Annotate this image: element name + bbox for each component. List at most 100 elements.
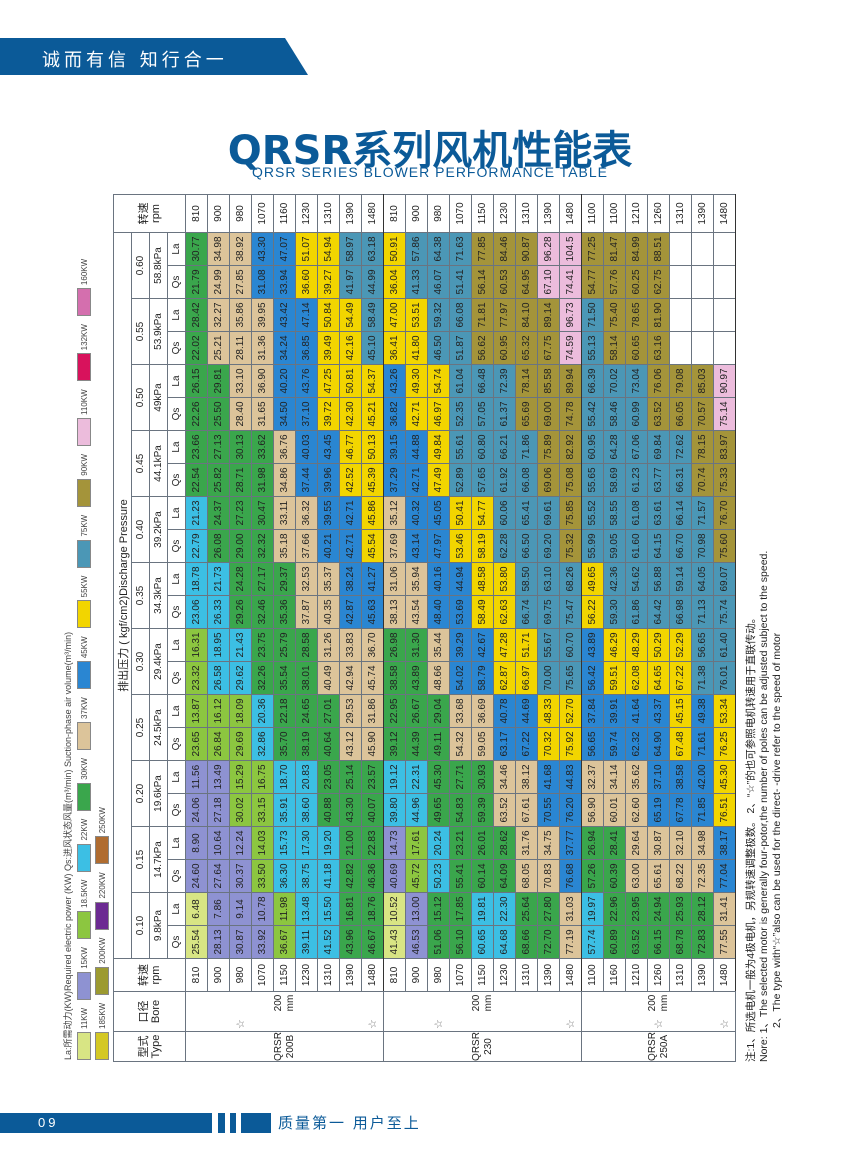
la-cell: 35.44: [427, 628, 450, 662]
qs-cell: 66.05: [669, 397, 692, 431]
la-cell: 14.03: [251, 826, 274, 860]
qs-cell: 26.33: [207, 595, 230, 629]
la-cell: 39.91: [603, 694, 626, 728]
qs-cell: 67.75: [537, 331, 560, 365]
qs-cell: 71.38: [691, 661, 714, 695]
star-slot: [384, 992, 406, 1031]
qs-cell: 75.14: [713, 397, 736, 431]
qs-cell: 63.52: [647, 397, 670, 431]
header-qs: Qs: [167, 463, 186, 497]
la-cell: 78.14: [515, 364, 538, 398]
la-cell: 15.50: [317, 892, 340, 926]
la-cell: 42.67: [471, 628, 494, 662]
qs-cell: 75.60: [713, 529, 736, 563]
la-cell: 89.94: [559, 364, 582, 398]
la-cell: 11.56: [185, 760, 208, 794]
qs-cell: 56.14: [471, 265, 494, 299]
qs-cell: 62.75: [647, 265, 670, 299]
qs-cell: 57.26: [581, 859, 604, 893]
pressure-kpa: 29.4kPa: [149, 628, 168, 695]
rpm-cell: 1150: [273, 958, 296, 992]
header-bore: 口径 Bore: [113, 991, 186, 1032]
la-cell: 39.95: [251, 298, 274, 332]
star-slot: ☆: [361, 992, 383, 1031]
star-slot: [537, 992, 559, 1031]
qs-cell: 60.53: [493, 265, 516, 299]
rpm-cell: 900: [207, 958, 230, 992]
pressure-kpa: 14.7kPa: [149, 826, 168, 893]
qs-cell: 31.98: [251, 463, 274, 497]
qs-cell: 37.10: [295, 397, 318, 431]
rpm-cell: 1480: [361, 958, 384, 992]
qs-cell: 60.95: [493, 331, 516, 365]
la-cell: 12.24: [229, 826, 252, 860]
header-la: La: [167, 562, 186, 596]
qs-cell: 33.15: [251, 793, 274, 827]
la-cell: 33.10: [229, 364, 252, 398]
legend-swatch: [77, 288, 91, 317]
legend-swatch: [77, 353, 91, 382]
la-cell: 18.70: [273, 760, 296, 794]
la-cell: [669, 298, 692, 332]
la-cell: 54.49: [339, 298, 362, 332]
qs-cell: 24.99: [207, 265, 230, 299]
qs-cell: 30.37: [229, 859, 252, 893]
qs-cell: 64.90: [647, 727, 670, 761]
qs-cell: 27.85: [229, 265, 252, 299]
qs-cell: 75.65: [559, 661, 582, 695]
la-cell: 81.90: [647, 298, 670, 332]
power-legend: La:所需动力(KW)Required electric power (KW) …: [58, 195, 113, 1062]
legend-label: 18.5KW: [79, 879, 89, 908]
la-cell: [691, 298, 714, 332]
la-cell: 79.08: [669, 364, 692, 398]
qs-cell: 68.66: [515, 925, 538, 959]
qs-cell: 54.77: [581, 265, 604, 299]
header-qs: Qs: [167, 925, 186, 959]
qs-cell: 59.05: [471, 727, 494, 761]
la-cell: 89.14: [537, 298, 560, 332]
la-cell: 75.40: [603, 298, 626, 332]
header-la: La: [167, 364, 186, 398]
qs-cell: 75.92: [559, 727, 582, 761]
rpm-cell: 1260: [647, 958, 670, 992]
la-cell: 39.15: [383, 430, 406, 464]
la-cell: 42.36: [603, 562, 626, 596]
la-cell: 26.01: [471, 826, 494, 860]
qs-cell: 22.02: [185, 331, 208, 365]
qs-cell: 66.97: [515, 661, 538, 695]
qs-cell: 42.71: [405, 463, 428, 497]
qs-cell: [691, 265, 714, 299]
la-cell: 33.11: [273, 496, 296, 530]
la-cell: 34.75: [537, 826, 560, 860]
qs-cell: 38.60: [295, 793, 318, 827]
qs-cell: 45.10: [361, 331, 384, 365]
qs-cell: 28.13: [207, 925, 230, 959]
la-cell: 56.88: [647, 562, 670, 596]
legend-swatch: [77, 782, 91, 811]
qs-cell: 51.87: [449, 331, 472, 365]
legend-swatch: [77, 971, 91, 1000]
qs-cell: 61.86: [625, 595, 648, 629]
qs-cell: 70.32: [537, 727, 560, 761]
la-cell: 61.08: [625, 496, 648, 530]
la-cell: 75.89: [537, 430, 560, 464]
star-slot: ☆: [713, 992, 735, 1031]
qs-cell: 22.26: [185, 397, 208, 431]
qs-cell: 67.78: [669, 793, 692, 827]
header-la: La: [167, 760, 186, 794]
legend-swatch: [77, 539, 91, 568]
legend-label: 220KW: [97, 872, 107, 899]
la-cell: 38.58: [669, 760, 692, 794]
pressure-kpa: 34.3kPa: [149, 562, 168, 629]
la-cell: 40.78: [493, 694, 516, 728]
la-cell: 23.75: [251, 628, 274, 662]
la-cell: 84.10: [515, 298, 538, 332]
la-cell: 40.16: [427, 562, 450, 596]
rpm-cell: 1310: [515, 958, 538, 992]
qs-cell: 56.62: [471, 331, 494, 365]
header-qs: Qs: [167, 529, 186, 563]
rpm-cell: 1100: [581, 958, 604, 992]
la-cell: 6.48: [185, 892, 208, 926]
table-row: 1390 72.83 28.12 72.35 34.98 71.85 42.00 71.61 4…: [691, 194, 714, 1061]
rpm-right-cell: 1390: [537, 194, 560, 233]
